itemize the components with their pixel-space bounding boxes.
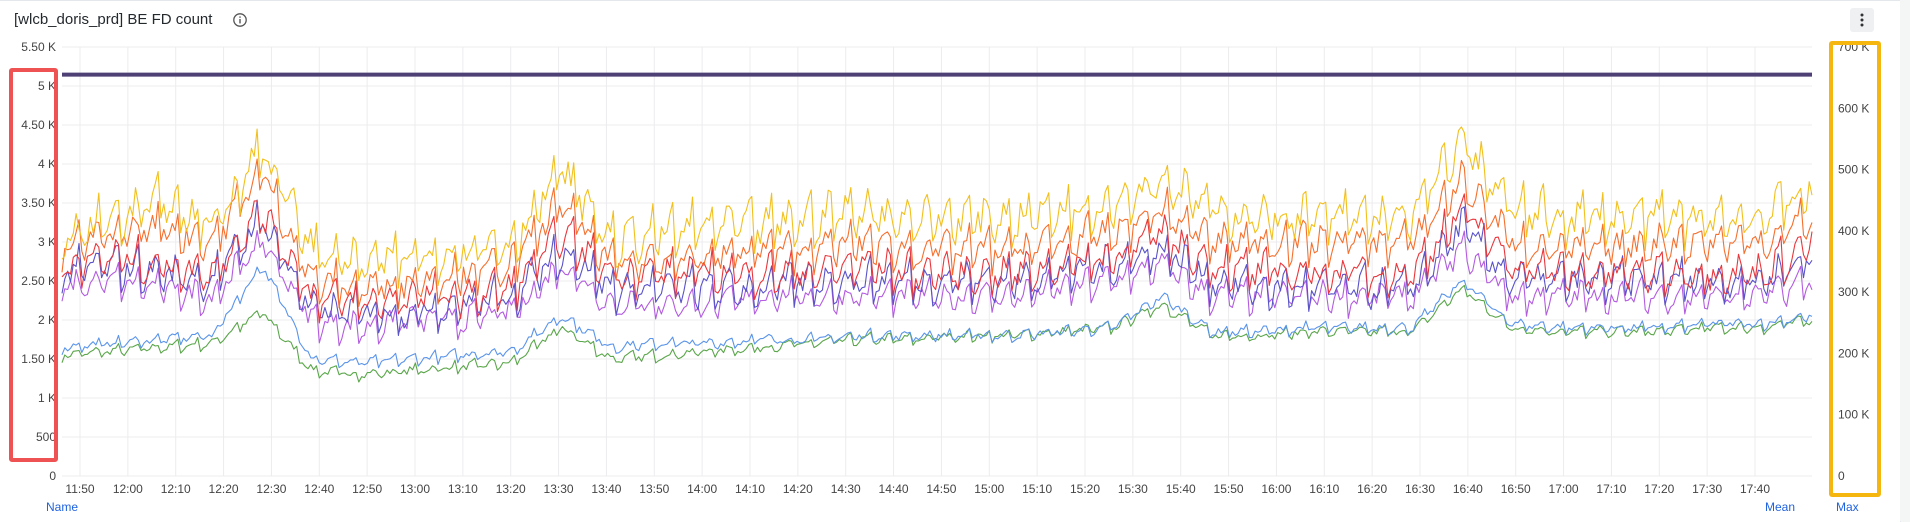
- x-axis-tick-label: 15:30: [1118, 482, 1148, 496]
- x-axis-tick-label: 14:10: [735, 482, 765, 496]
- x-axis-tick-label: 15:40: [1166, 482, 1196, 496]
- x-axis-tick-label: 15:50: [1214, 482, 1244, 496]
- right-axis-tick-label: 500 K: [1838, 163, 1869, 177]
- x-axis-tick-label: 13:00: [400, 482, 430, 496]
- series-line: [61, 229, 1813, 347]
- legend-max-header[interactable]: Max: [1836, 500, 1859, 514]
- x-axis-tick-label: 13:20: [496, 482, 526, 496]
- x-axis-tick-label: 13:10: [448, 482, 478, 496]
- left-axis-highlight: [9, 68, 58, 462]
- x-axis-tick-label: 14:50: [926, 482, 956, 496]
- series-line: [61, 284, 1813, 383]
- left-axis-tick-label: 5.50 K: [21, 40, 56, 54]
- right-axis-tick-label: 300 K: [1838, 285, 1869, 299]
- left-axis-tick-label: 2 K: [38, 313, 56, 327]
- legend-mean-header[interactable]: Mean: [1765, 500, 1796, 514]
- x-axis-tick-label: 12:00: [113, 482, 143, 496]
- right-axis-tick-label: 600 K: [1838, 101, 1869, 115]
- x-axis-tick-label: 17:20: [1644, 482, 1674, 496]
- left-axis-tick-label: 500: [36, 430, 56, 444]
- info-circle-icon[interactable]: [232, 12, 248, 28]
- x-axis-tick-label: 17:40: [1740, 482, 1770, 496]
- left-axis-tick-label: 0: [49, 469, 56, 483]
- left-axis-tick-label: 1 K: [38, 391, 56, 405]
- x-axis-tick-label: 16:30: [1405, 482, 1435, 496]
- left-axis-tick-label: 1.50 K: [21, 352, 56, 366]
- right-axis-tick-label: 200 K: [1838, 346, 1869, 360]
- x-axis-tick-label: 16:40: [1453, 482, 1483, 496]
- x-axis-tick-label: 12:20: [209, 482, 239, 496]
- x-axis-tick-label: 17:10: [1596, 482, 1626, 496]
- x-axis-tick-label: 17:30: [1692, 482, 1722, 496]
- x-axis-tick-label: 12:40: [304, 482, 334, 496]
- x-axis-tick-label: 17:00: [1549, 482, 1579, 496]
- left-axis-tick-label: 4 K: [38, 157, 56, 171]
- left-axis-tick-label: 2.50 K: [21, 274, 56, 288]
- x-axis-tick-label: 15:10: [1022, 482, 1052, 496]
- x-axis-tick-label: 13:40: [591, 482, 621, 496]
- series-line: [61, 193, 1813, 324]
- series-line: [61, 199, 1813, 337]
- x-axis-tick-label: 13:50: [639, 482, 669, 496]
- x-axis-tick-label: 15:00: [974, 482, 1004, 496]
- x-axis-tick-label: 13:30: [544, 482, 574, 496]
- left-axis-tick-label: 3.50 K: [21, 196, 56, 210]
- x-axis-tick-label: 16:20: [1357, 482, 1387, 496]
- x-axis-tick-label: 14:00: [687, 482, 717, 496]
- series-line: [61, 266, 1813, 369]
- left-axis-tick-label: 4.50 K: [21, 118, 56, 132]
- x-axis-tick-label: 14:20: [783, 482, 813, 496]
- legend-name-header[interactable]: Name: [46, 500, 79, 514]
- x-axis-tick-label: 12:50: [352, 482, 382, 496]
- x-axis-tick-label: 16:10: [1309, 482, 1339, 496]
- page-edge: [1900, 0, 1910, 521]
- x-axis-tick-label: 14:30: [831, 482, 861, 496]
- right-axis-tick-label: 100 K: [1838, 408, 1869, 422]
- left-axis-tick-label: 3 K: [38, 235, 56, 249]
- right-axis-highlight: [1829, 41, 1881, 497]
- panel-title: [wlcb_doris_prd] BE FD count: [14, 11, 213, 28]
- series-line: [61, 158, 1813, 310]
- right-axis-tick-label: 400 K: [1838, 224, 1869, 238]
- panel-menu-button[interactable]: [1850, 8, 1874, 32]
- x-axis-tick-label: 12:30: [256, 482, 286, 496]
- x-axis-tick-label: 16:50: [1501, 482, 1531, 496]
- right-axis-tick-label: 0: [1838, 469, 1845, 483]
- kebab-menu-icon: [1860, 13, 1864, 27]
- series-line: [61, 126, 1813, 289]
- x-axis-tick-label: 14:40: [879, 482, 909, 496]
- x-axis-tick-label: 12:10: [161, 482, 191, 496]
- x-axis-tick-label: 16:00: [1261, 482, 1291, 496]
- panel-header: [wlcb_doris_prd] BE FD count: [0, 1, 1900, 39]
- left-axis-tick-label: 5 K: [38, 79, 56, 93]
- x-axis-tick-label: 15:20: [1070, 482, 1100, 496]
- x-axis-tick-label: 11:50: [65, 482, 94, 496]
